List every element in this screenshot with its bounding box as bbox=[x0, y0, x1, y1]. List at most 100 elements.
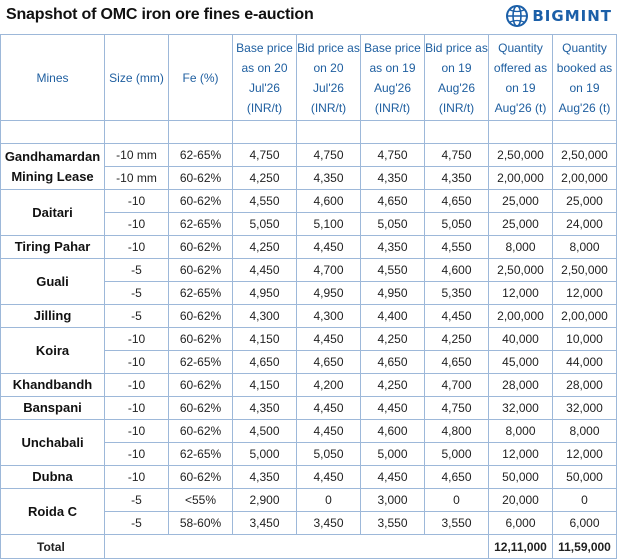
mine-name: Khandbandh bbox=[0, 373, 105, 397]
table-cell: 4,600 bbox=[360, 419, 425, 443]
table-cell: -10 bbox=[104, 442, 169, 466]
table-cell: 5,050 bbox=[296, 442, 361, 466]
table-cell: 25,000 bbox=[488, 189, 553, 213]
table-cell: -10 bbox=[104, 396, 169, 420]
table-cell: 4,600 bbox=[296, 189, 361, 213]
table-cell: 4,650 bbox=[296, 350, 361, 374]
page-title: Snapshot of OMC iron ore fines e-auction bbox=[6, 6, 314, 23]
table-cell: 8,000 bbox=[488, 419, 553, 443]
table-cell: 4,650 bbox=[232, 350, 297, 374]
table-cell: -10 bbox=[104, 235, 169, 259]
table-cell: 24,000 bbox=[552, 212, 617, 236]
table-cell: -5 bbox=[104, 258, 169, 282]
column-header: Mines bbox=[0, 34, 105, 121]
table-cell: 4,450 bbox=[296, 465, 361, 489]
table-cell: 2,00,000 bbox=[488, 304, 553, 328]
table-row: Jilling -5 60-62% 4,300 4,300 4,400 4,450 2,00,… bbox=[0, 304, 617, 328]
table-cell: 4,750 bbox=[360, 143, 425, 167]
table-cell: 50,000 bbox=[552, 465, 617, 489]
table-cell: 5,100 bbox=[296, 212, 361, 236]
table-cell: 12,000 bbox=[488, 281, 553, 305]
mine-name: Dubna bbox=[0, 465, 105, 489]
table-cell: 4,450 bbox=[424, 304, 489, 328]
table-cell: 12,000 bbox=[488, 442, 553, 466]
table-cell: 4,650 bbox=[360, 350, 425, 374]
mine-name: Koira bbox=[0, 327, 105, 374]
table-cell: 60-62% bbox=[168, 189, 233, 213]
bigmint-globe-icon bbox=[506, 5, 529, 27]
mine-name: Roida C bbox=[0, 488, 105, 535]
table-cell: 4,750 bbox=[296, 143, 361, 167]
table-cell: 44,000 bbox=[552, 350, 617, 374]
table-cell: 12,000 bbox=[552, 442, 617, 466]
table-cell: 5,350 bbox=[424, 281, 489, 305]
spacer-row bbox=[0, 120, 617, 144]
column-header: Quantity booked as on 19 Aug'26 (t) bbox=[552, 34, 617, 121]
table-cell: 4,750 bbox=[232, 143, 297, 167]
table-cell: 4,250 bbox=[424, 327, 489, 351]
table-cell: 4,550 bbox=[232, 189, 297, 213]
table-cell: 4,450 bbox=[296, 327, 361, 351]
table-row: Guali -5 60-62% 4,450 4,700 4,550 4,600 2,50,00… bbox=[0, 258, 617, 305]
table-cell: 2,00,000 bbox=[552, 304, 617, 328]
mine-name: Tiring Pahar bbox=[0, 235, 105, 259]
table-cell: 4,950 bbox=[360, 281, 425, 305]
table-cell: 2,50,000 bbox=[552, 143, 617, 167]
table-cell: -10 bbox=[104, 465, 169, 489]
table-cell: 3,550 bbox=[424, 511, 489, 535]
brand-name: BIGMINT bbox=[532, 7, 612, 25]
table-cell: 6,000 bbox=[488, 511, 553, 535]
table-cell: 45,000 bbox=[488, 350, 553, 374]
table-cell: 2,50,000 bbox=[488, 258, 553, 282]
table-cell: 4,350 bbox=[360, 166, 425, 190]
table-cell: 4,250 bbox=[360, 373, 425, 397]
table-cell: 12,000 bbox=[552, 281, 617, 305]
total-row: Total 12,11,000 11,59,000 bbox=[0, 534, 617, 559]
table-row: Banspani -10 60-62% 4,350 4,450 4,450 4,750 32,… bbox=[0, 396, 617, 420]
table-cell: 62-65% bbox=[168, 281, 233, 305]
table-cell: 62-65% bbox=[168, 442, 233, 466]
column-header: Bid price as on 19 Aug'26 (INR/t) bbox=[424, 34, 489, 121]
table-cell: 4,550 bbox=[424, 235, 489, 259]
table-cell: 50,000 bbox=[488, 465, 553, 489]
table-cell: 60-62% bbox=[168, 258, 233, 282]
table-cell: 4,350 bbox=[360, 235, 425, 259]
table-cell: 62-65% bbox=[168, 350, 233, 374]
table-cell: 2,00,000 bbox=[488, 166, 553, 190]
header-row: Mines Size (mm) Fe (%) Base price as on 20 … bbox=[0, 34, 617, 121]
table-row: Unchabali -10 60-62% 4,500 4,450 4,600 4,800 8,… bbox=[0, 419, 617, 466]
table-cell: 4,450 bbox=[296, 396, 361, 420]
table-row: -10 mm 60-62% 4,250 4,350 4,350 4,350 2,00,000… bbox=[1, 166, 617, 190]
mine-name: Daitari bbox=[0, 189, 105, 236]
table-cell: 4,450 bbox=[296, 235, 361, 259]
table-cell: 8,000 bbox=[552, 419, 617, 443]
table-cell: 4,750 bbox=[424, 143, 489, 167]
table-cell: -10 bbox=[104, 327, 169, 351]
title-bar: Snapshot of OMC iron ore fines e-auction… bbox=[0, 0, 618, 34]
table-cell: -5 bbox=[104, 511, 169, 535]
table-cell: <55% bbox=[168, 488, 233, 512]
table-cell: 3,000 bbox=[360, 488, 425, 512]
table-cell: 4,450 bbox=[360, 396, 425, 420]
table-cell: 25,000 bbox=[552, 189, 617, 213]
mine-name: Jilling bbox=[0, 304, 105, 328]
table-row: Roida C -5 <55% 2,900 0 3,000 0 20,000 0 bbox=[0, 488, 617, 535]
table-row: Koira -10 60-62% 4,150 4,450 4,250 4,250 40,000… bbox=[0, 327, 617, 374]
table-cell: 0 bbox=[296, 488, 361, 512]
table-cell: 6,000 bbox=[552, 511, 617, 535]
table-cell: 2,00,000 bbox=[552, 166, 617, 190]
table-cell: 4,800 bbox=[424, 419, 489, 443]
column-header: Size (mm) bbox=[104, 34, 169, 121]
table-cell: -5 bbox=[104, 281, 169, 305]
total-label: Total bbox=[0, 534, 105, 559]
table-cell: 28,000 bbox=[552, 373, 617, 397]
table-cell: -10 bbox=[104, 350, 169, 374]
table-cell: 4,350 bbox=[232, 396, 297, 420]
table-cell: 40,000 bbox=[488, 327, 553, 351]
table-cell: 62-65% bbox=[168, 212, 233, 236]
table-cell: 58-60% bbox=[168, 511, 233, 535]
table-cell: -10 mm bbox=[104, 166, 169, 190]
table-cell: 60-62% bbox=[168, 396, 233, 420]
total-blank bbox=[104, 534, 489, 559]
